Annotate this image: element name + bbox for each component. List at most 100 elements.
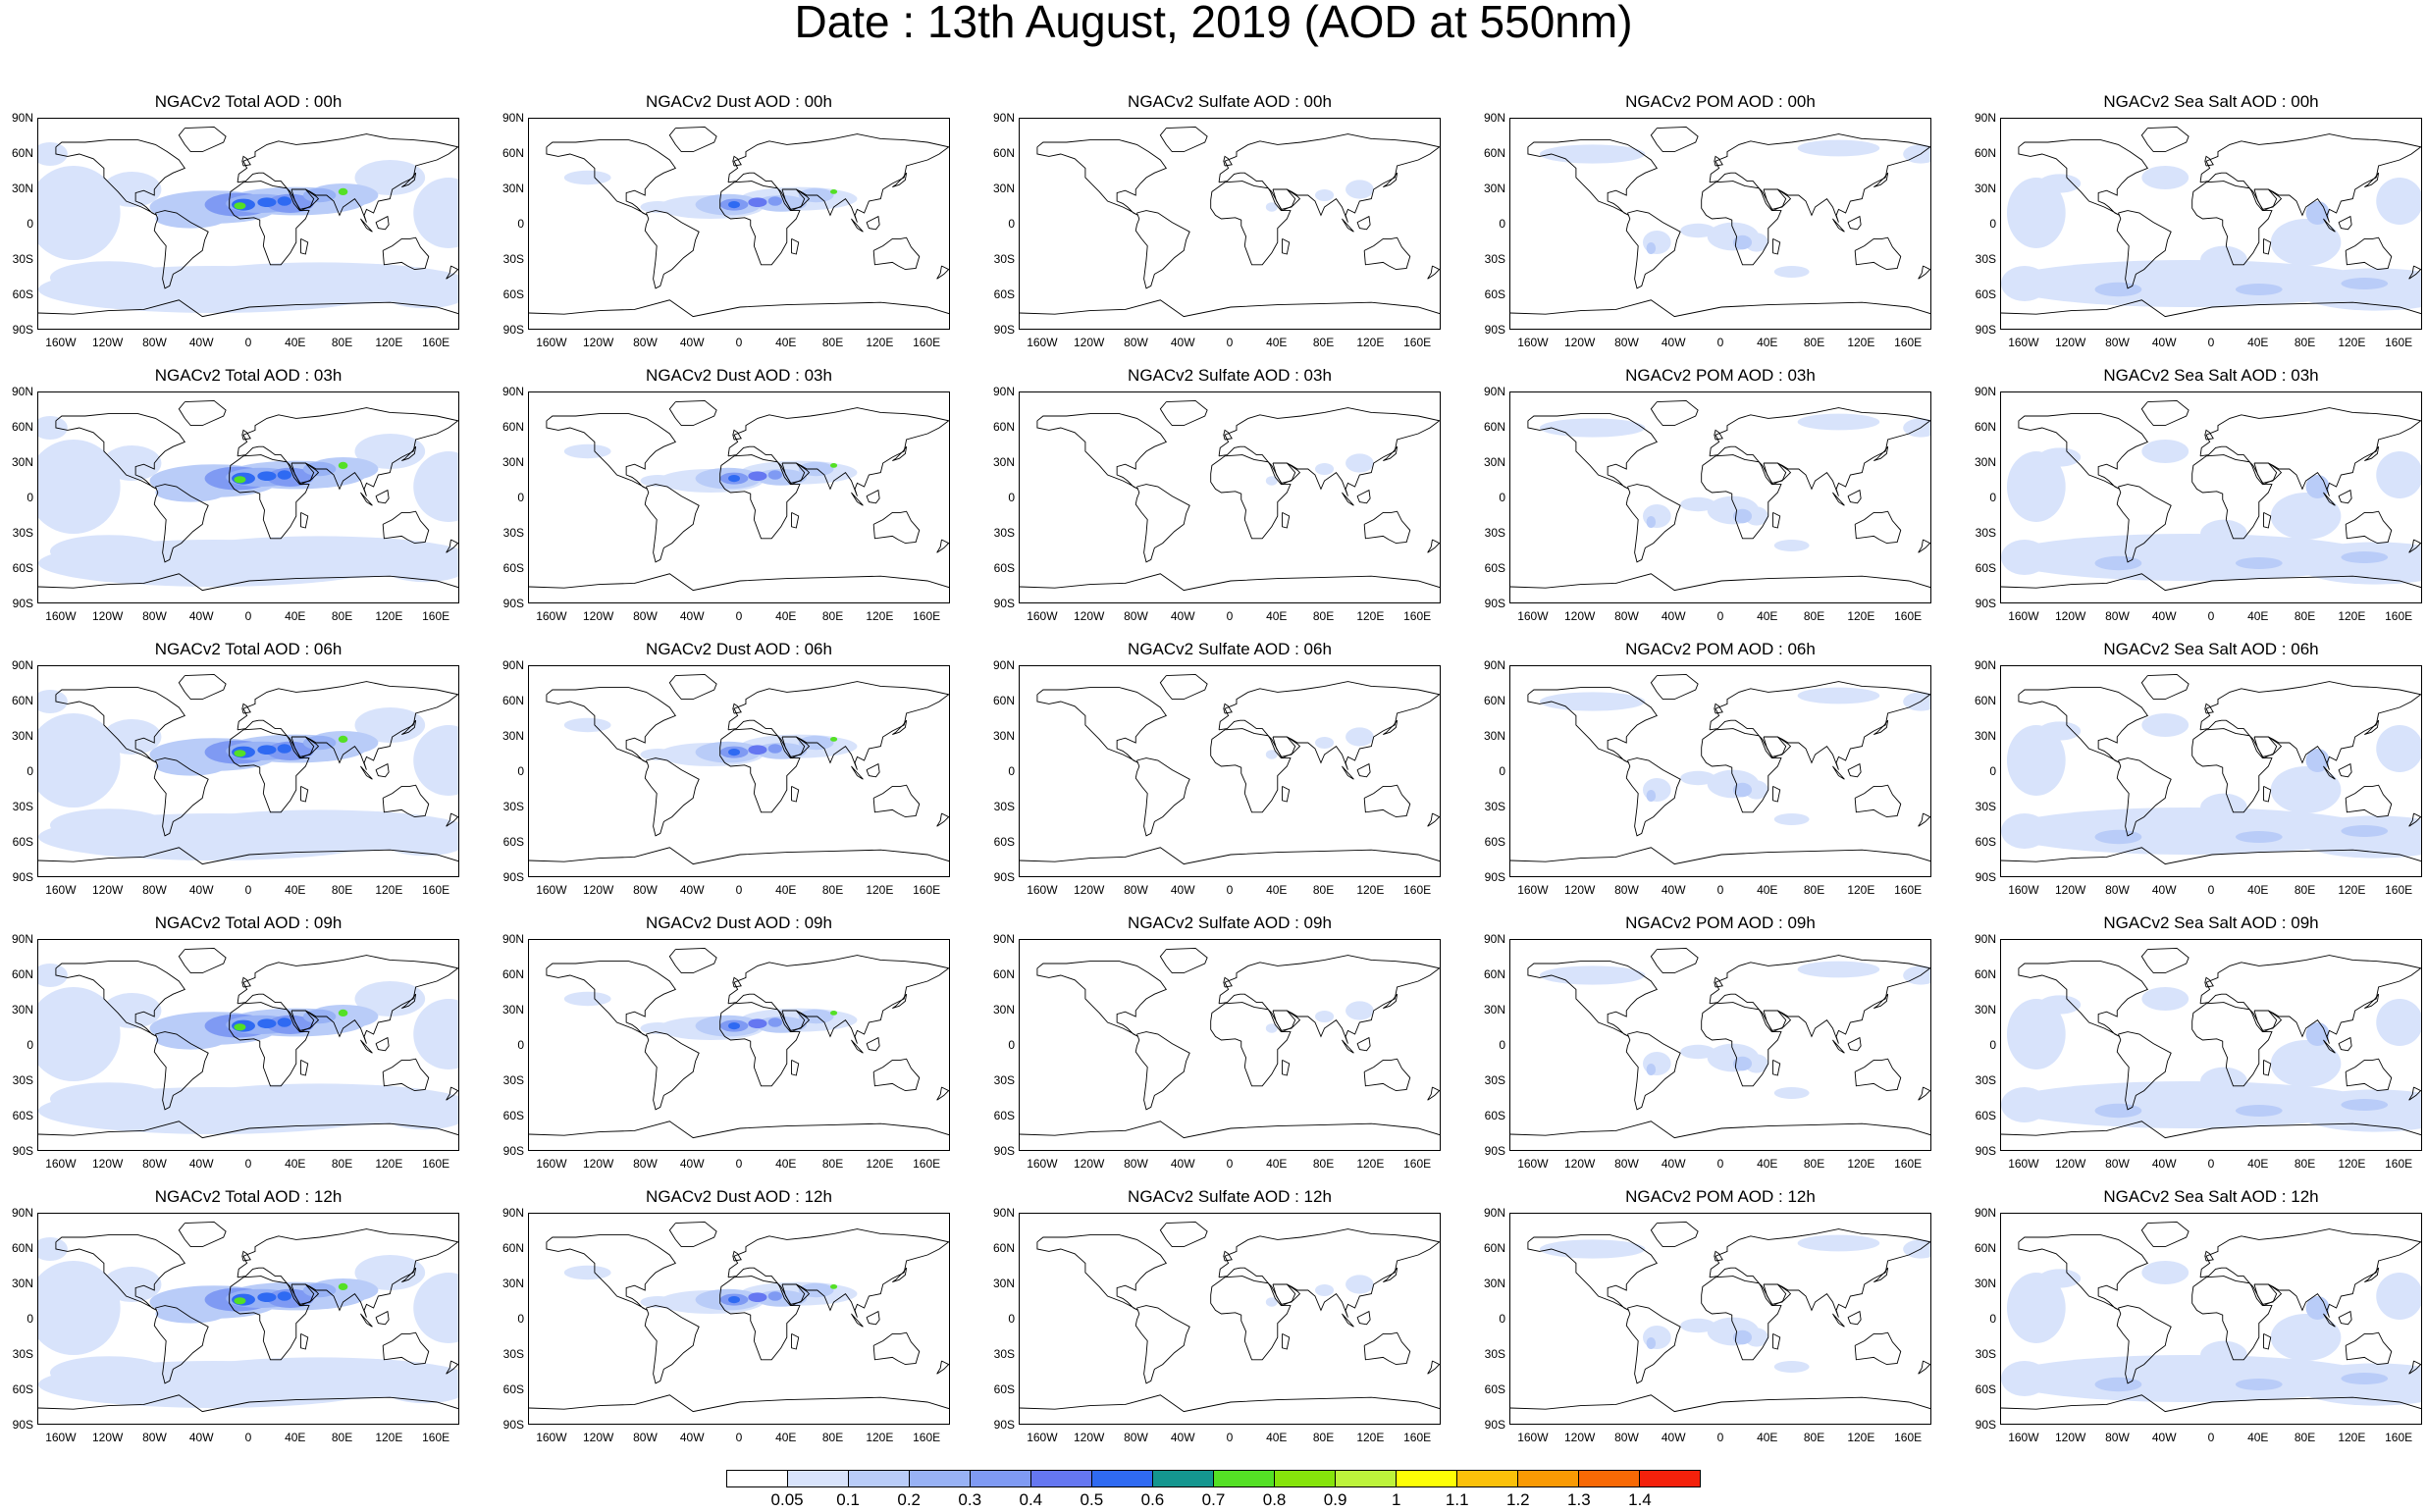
lat-tick-label: 90N — [1483, 385, 1505, 398]
lat-tick-label: 60N — [11, 967, 33, 981]
aod-contour — [1773, 813, 1810, 825]
coastline — [1832, 492, 1845, 506]
lat-tick-label: 60N — [501, 1241, 524, 1255]
lon-tick-label: 120E — [2338, 336, 2366, 349]
coastline — [55, 1234, 186, 1311]
coastline — [2364, 445, 2380, 462]
coastline — [732, 1250, 742, 1262]
panel-title: NGACv2 POM AOD : 03h — [1625, 366, 1816, 385]
coastline — [1510, 847, 1930, 865]
coastline — [1427, 1086, 1440, 1101]
aod-contour — [1744, 1328, 1768, 1347]
colorbar-label: 0.05 — [770, 1490, 804, 1509]
aod-contour — [1797, 413, 1880, 431]
aod-contour — [277, 744, 291, 754]
lon-tick-label: 160W — [1517, 1157, 1549, 1171]
aod-contour — [563, 1265, 611, 1280]
coastline — [1282, 511, 1291, 529]
aod-contour — [563, 443, 611, 459]
coastline — [1873, 1267, 1889, 1283]
lon-tick-label: 160W — [45, 336, 77, 349]
lat-tick-label: 60N — [1483, 1241, 1505, 1255]
coastline — [1832, 765, 1845, 780]
lat-tick-label: 30N — [1974, 455, 1996, 469]
coastline — [1650, 1221, 1699, 1248]
aod-contour — [2270, 1040, 2342, 1087]
coastline — [529, 847, 949, 865]
coastline — [546, 1234, 677, 1311]
coastline — [2364, 1267, 2380, 1283]
coastline — [1832, 1039, 1845, 1054]
coastline — [1218, 407, 1440, 496]
coastline — [153, 757, 209, 837]
aod-contour — [1903, 418, 1930, 438]
coastline — [1701, 728, 1782, 813]
coastline — [360, 1039, 373, 1054]
colorbar-label: 0.7 — [1201, 1490, 1226, 1509]
lat-tick-label: 0 — [1989, 1038, 1996, 1052]
lon-tick-label: 80W — [633, 1431, 658, 1444]
lat-tick-label: 60S — [502, 1109, 524, 1122]
coastline — [55, 413, 186, 490]
aod-map — [2001, 947, 2421, 1139]
lon-tick-label: 80E — [2294, 1157, 2316, 1171]
figure-title: Date : 13th August, 2019 (AOD at 550nm) — [794, 0, 1633, 47]
aod-contour — [378, 1091, 458, 1130]
coastline — [375, 1310, 390, 1326]
colorbar-label: 1.1 — [1445, 1490, 1469, 1509]
map-panel — [37, 1213, 459, 1425]
coastline — [644, 484, 700, 563]
aod-contour — [728, 1022, 740, 1030]
lon-tick-label: 80E — [1312, 336, 1335, 349]
lat-tick-label: 60S — [1484, 1109, 1505, 1122]
lat-tick-label: 0 — [517, 764, 524, 778]
lat-tick-label: 90S — [1484, 1418, 1505, 1432]
coastline — [1272, 462, 1301, 486]
coastline — [2338, 215, 2352, 231]
aod-map — [1020, 1221, 1440, 1413]
lon-tick-label: 120E — [375, 883, 403, 897]
coastline — [1832, 1313, 1845, 1328]
lon-tick-label: 160W — [536, 1157, 567, 1171]
lon-tick-label: 0 — [1716, 609, 1724, 623]
lon-tick-label: 160E — [913, 1157, 941, 1171]
map-panel — [2000, 665, 2422, 877]
lat-tick-label: 30N — [11, 729, 33, 743]
lat-tick-label: 30S — [502, 1073, 524, 1087]
lon-tick-label: 40W — [2151, 609, 2177, 623]
coastline — [446, 539, 458, 553]
aod-contour — [2001, 808, 2377, 855]
panel-title: NGACv2 POM AOD : 09h — [1625, 913, 1816, 932]
lat-tick-label: 90S — [1975, 597, 1996, 610]
lon-tick-label: 120E — [1847, 883, 1875, 897]
aod-contour — [2235, 1379, 2283, 1390]
lon-tick-label: 0 — [2207, 609, 2215, 623]
aod-contour — [2376, 451, 2421, 498]
coastline — [401, 1267, 417, 1283]
coastline — [2323, 218, 2336, 233]
lon-tick-label: 160W — [1027, 883, 1058, 897]
coastline — [2001, 1394, 2421, 1413]
aod-contour — [38, 987, 121, 1081]
coastline — [1020, 299, 1440, 318]
coastline — [2263, 1332, 2272, 1350]
aod-contour — [1646, 790, 1657, 802]
lon-tick-label: 80W — [1614, 1157, 1639, 1171]
coastline — [791, 1332, 800, 1350]
lon-tick-label: 40E — [285, 1431, 306, 1444]
coastline — [1854, 510, 1902, 545]
lon-tick-label: 160E — [1894, 336, 1923, 349]
lon-tick-label: 160E — [422, 336, 450, 349]
lat-tick-label: 60S — [1484, 287, 1505, 301]
lon-tick-label: 40W — [1170, 883, 1195, 897]
lon-tick-label: 160W — [1517, 609, 1549, 623]
colorbar-swatch — [1214, 1471, 1275, 1486]
lat-tick-label: 90N — [992, 1206, 1015, 1220]
coastline — [2140, 947, 2190, 974]
lon-tick-label: 160W — [2008, 336, 2039, 349]
lat-tick-label: 0 — [1008, 491, 1015, 504]
lat-tick-label: 90S — [12, 1144, 33, 1158]
lon-tick-label: 120E — [866, 883, 894, 897]
lon-tick-label: 40E — [285, 336, 306, 349]
lat-tick-label: 90N — [501, 658, 524, 672]
